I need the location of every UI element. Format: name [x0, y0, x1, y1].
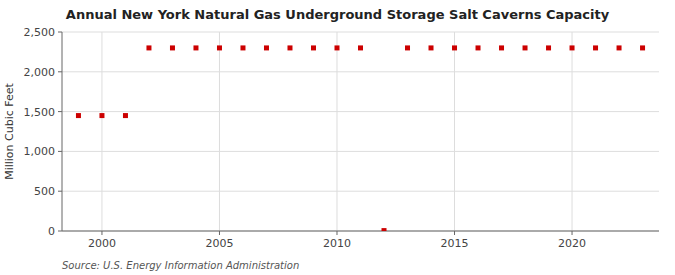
- grid: [62, 32, 659, 231]
- source-note: Source: U.S. Energy Information Administ…: [62, 260, 299, 271]
- point: [429, 45, 434, 50]
- point: [499, 45, 504, 50]
- x-tick-label: 2000: [88, 237, 116, 250]
- point: [146, 45, 151, 50]
- y-tick: [58, 71, 62, 72]
- y-tick-label: 500: [34, 185, 55, 198]
- x-tick-label: 2020: [558, 237, 586, 250]
- title: Annual New York Natural Gas Underground …: [66, 7, 610, 22]
- grid-line: [62, 151, 659, 152]
- point: [123, 113, 128, 118]
- point: [382, 228, 387, 231]
- grid-line: [62, 111, 659, 112]
- point: [311, 45, 316, 50]
- point: [593, 45, 598, 50]
- y-tick-label: 2,000: [24, 66, 56, 79]
- x-tick-label: 2005: [205, 237, 233, 250]
- point: [358, 45, 363, 50]
- point: [405, 45, 410, 50]
- y-axis-line: [62, 32, 63, 231]
- point: [287, 45, 292, 50]
- grid-line: [572, 32, 573, 231]
- x-tick: [572, 231, 573, 235]
- grid-line: [454, 32, 455, 231]
- grid-line: [336, 32, 337, 231]
- y-axis-label: Million Cubic Feet: [3, 82, 16, 179]
- point: [523, 45, 528, 50]
- grid-line: [62, 32, 659, 33]
- y-tick-label: 1,500: [24, 106, 56, 119]
- point: [170, 45, 175, 50]
- point: [240, 45, 245, 50]
- x-axis-line: [62, 231, 659, 232]
- point: [476, 45, 481, 50]
- grid-line: [62, 231, 659, 232]
- point: [334, 45, 339, 50]
- point: [193, 45, 198, 50]
- y-tick: [58, 32, 62, 33]
- y-tick: [58, 111, 62, 112]
- point: [570, 45, 575, 50]
- grid-line: [101, 32, 102, 231]
- y-tick: [58, 151, 62, 152]
- point: [452, 45, 457, 50]
- grid-line: [62, 71, 659, 72]
- y-tick: [58, 231, 62, 232]
- axes: 2000 2005 2010 2015 2020 0 500 1,000 1,500 2,000 2…: [24, 26, 660, 250]
- points: [76, 45, 645, 231]
- y-tick-label: 1,000: [24, 145, 56, 158]
- x-tick-label: 2015: [441, 237, 469, 250]
- x-tick: [336, 231, 337, 235]
- grid-line: [219, 32, 220, 231]
- x-tick: [219, 231, 220, 235]
- grid-line: [62, 191, 659, 192]
- point: [640, 45, 645, 50]
- point: [217, 45, 222, 50]
- x-tick-label: 2010: [323, 237, 351, 250]
- point: [99, 113, 104, 118]
- chart: Annual New York Natural Gas Underground …: [0, 0, 675, 275]
- x-tick: [454, 231, 455, 235]
- point: [546, 45, 551, 50]
- x-tick: [101, 231, 102, 235]
- y-tick: [58, 191, 62, 192]
- point: [264, 45, 269, 50]
- y-tick-label: 2,500: [24, 26, 56, 39]
- y-tick-label: 0: [48, 225, 55, 238]
- point: [76, 113, 81, 118]
- point: [617, 45, 622, 50]
